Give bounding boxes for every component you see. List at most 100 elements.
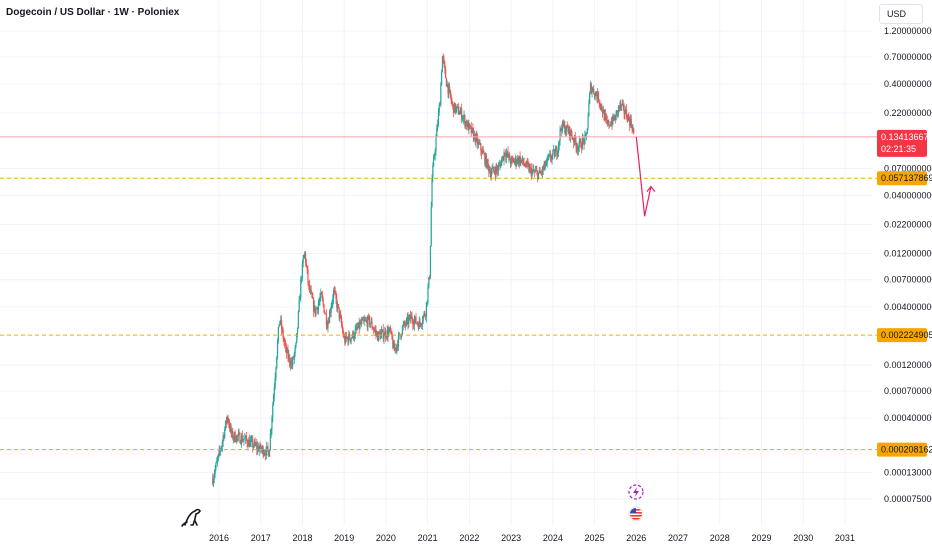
- candle-body: [317, 303, 319, 311]
- candle-body: [247, 443, 249, 447]
- candle-body: [314, 305, 316, 315]
- candle-body: [318, 301, 320, 304]
- candle-body: [295, 342, 297, 347]
- candle-body: [263, 453, 265, 456]
- candle-body: [448, 86, 450, 94]
- candle-body: [304, 252, 307, 264]
- currency-button[interactable]: USD: [879, 4, 923, 24]
- candle-body: [479, 143, 481, 145]
- candle-body: [212, 478, 214, 484]
- y-tick-label: 0.070000000: [884, 163, 932, 173]
- candle-body: [285, 346, 287, 354]
- candle-body: [301, 263, 303, 278]
- candle-body: [426, 301, 428, 303]
- candle-body: [415, 316, 417, 323]
- candle-body: [511, 158, 513, 159]
- support-price-badge: [877, 328, 927, 343]
- candle-body: [529, 167, 531, 172]
- candle-body: [271, 417, 273, 430]
- candle-body: [223, 436, 225, 438]
- candle-body: [349, 338, 351, 341]
- candle-body: [276, 356, 278, 368]
- candle-body: [477, 142, 480, 145]
- candle-body: [561, 121, 564, 131]
- candle-body: [465, 121, 468, 127]
- candle-body: [390, 330, 392, 332]
- candle-body: [380, 333, 382, 339]
- candle-body: [568, 126, 570, 133]
- candle-body: [518, 156, 520, 164]
- lightning-event-icon[interactable]: [628, 484, 644, 500]
- candle-body: [546, 157, 548, 163]
- candle-body: [564, 124, 566, 134]
- candle-body: [359, 322, 361, 329]
- candle-body: [303, 254, 305, 259]
- candle-body: [228, 420, 230, 425]
- candle-body: [469, 125, 472, 127]
- candle-body: [259, 444, 261, 449]
- candle-body: [532, 169, 534, 171]
- price-badges: 0.134136676 02:21:35 0.057137869 0.00222490…: [877, 129, 932, 457]
- y-tick-label: 1.200000000: [884, 26, 932, 36]
- candle-body: [605, 117, 608, 121]
- candle-body: [630, 119, 632, 126]
- x-tick-label: 2019: [334, 533, 354, 543]
- candle-body: [603, 109, 605, 120]
- candle-body: [494, 171, 496, 176]
- candle-body: [489, 171, 491, 173]
- candle-body: [440, 84, 442, 105]
- x-tick-label: 2025: [585, 533, 605, 543]
- candle-body: [232, 430, 234, 439]
- y-tick-label: 0.700000000: [884, 52, 932, 62]
- candle-body: [491, 169, 493, 173]
- candle-body: [370, 321, 372, 324]
- candle-body: [244, 435, 247, 438]
- candle-body: [492, 166, 494, 170]
- candle-body: [413, 319, 416, 326]
- candle-body: [321, 294, 323, 299]
- candle-body: [498, 164, 500, 167]
- y-tick-label: 0.040000000: [884, 190, 932, 200]
- candle-body: [352, 331, 354, 337]
- candle-body: [373, 329, 376, 331]
- candle-body: [582, 138, 584, 140]
- candle-body: [517, 157, 519, 163]
- us-flag-event-icon[interactable]: [628, 506, 644, 522]
- candle-body: [226, 416, 228, 423]
- candle-body: [576, 147, 578, 148]
- candle-body: [240, 443, 242, 445]
- candle-body: [360, 322, 362, 324]
- candle-body: [358, 322, 360, 329]
- candle-body: [379, 333, 381, 339]
- candle-body: [449, 86, 451, 91]
- y-tick-label: 0.012000000: [884, 249, 932, 259]
- candle-body: [393, 342, 395, 348]
- candle-body: [264, 453, 267, 456]
- candle-body: [578, 140, 580, 147]
- candle-body: [477, 137, 479, 145]
- candle-body: [523, 162, 525, 165]
- candle-body: [533, 169, 535, 172]
- candle-body: [625, 109, 627, 114]
- candle-body: [545, 162, 548, 166]
- candle-body: [536, 170, 538, 172]
- x-tick-label: 2018: [292, 533, 312, 543]
- support-price-badge: [877, 442, 927, 457]
- candle-body: [521, 159, 523, 161]
- candle-body: [593, 93, 596, 97]
- candle-body: [602, 109, 604, 114]
- candle-body: [217, 454, 219, 459]
- candle-body: [282, 329, 284, 339]
- candle-body: [373, 329, 375, 330]
- candle-body: [485, 155, 488, 168]
- candle-body: [490, 172, 492, 178]
- candle-body: [283, 338, 285, 342]
- candle-body: [327, 322, 329, 328]
- candle-body: [480, 143, 482, 151]
- candle-body: [360, 320, 363, 324]
- candle-body: [629, 118, 631, 126]
- candle-body: [248, 439, 250, 447]
- candle-body: [275, 367, 277, 378]
- candle-body: [413, 324, 415, 326]
